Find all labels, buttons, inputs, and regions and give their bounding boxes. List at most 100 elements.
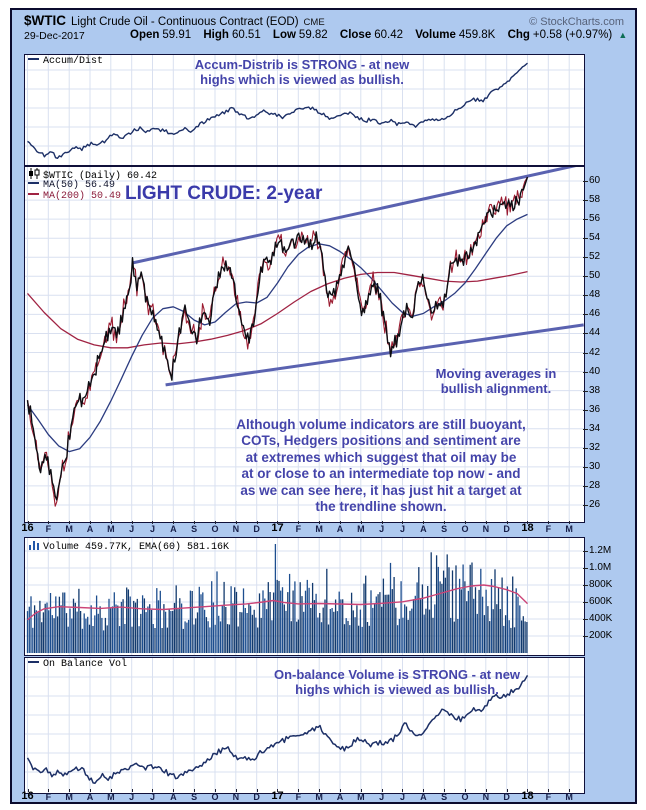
price-axis-tick [583,409,588,411]
month-label: M [315,524,323,534]
price-axis-label: 40 [589,365,601,377]
month-tick [339,789,341,792]
volume-axis-label: 400K [589,613,613,624]
month-tick [194,521,196,524]
month-tick [69,789,71,792]
exchange-label: CME [303,17,325,28]
price-axis-label: 32 [589,441,601,453]
month-tick [485,789,487,792]
month-label: S [191,524,198,534]
price-axis-label: 28 [589,479,601,491]
month-tick [256,789,258,792]
month-tick [152,521,154,524]
price-axis-label: 38 [589,384,601,396]
month-tick [423,789,425,792]
year-label: 18 [521,790,534,802]
volume-chart [25,538,584,655]
price-axis-tick [583,181,588,182]
volume-axis-tick [583,551,588,552]
volume-axis-label: 1.2M [589,545,612,556]
month-tick [27,789,29,792]
year-label: 16 [21,790,34,802]
month-tick [464,521,466,524]
month-tick [48,521,50,524]
month-label: A [420,524,427,534]
price-candles-red [26,176,528,507]
bar-chart-icon [28,539,40,554]
month-tick [506,789,508,792]
x-axis-main: 16 F M A M J J A S O N D 17 F M A M J J A S O N D 18 F M [21,521,585,537]
month-tick [548,789,550,792]
month-tick [48,789,50,792]
ma50-line-swatch [28,182,39,184]
month-tick [235,521,237,524]
month-label: M [315,792,323,802]
month-label: F [295,524,302,534]
month-label: S [441,792,448,802]
chart-title: Light Crude Oil - Continuous Contract (E… [71,16,299,28]
price-candles-black [26,176,529,501]
month-tick [485,521,487,524]
month-label: M [565,792,573,802]
month-tick [444,789,446,792]
month-label: A [336,792,344,802]
month-label: O [211,792,219,802]
month-label: O [461,792,469,802]
month-tick [402,789,404,792]
price-axis-tick [583,314,588,316]
ma50-legend-label: MA(50) 56.49 [43,180,116,191]
open-value: 59.91 [162,29,192,41]
month-label: M [107,792,115,802]
month-label: O [211,524,219,534]
price-axis-label: 46 [589,308,601,320]
price-axis-tick [583,447,588,449]
accum-line-swatch [28,58,39,60]
month-tick [110,789,112,792]
month-tick [173,789,175,792]
price-axis-label: 34 [589,422,601,434]
candlestick-style-icon [28,168,40,183]
price-panel [24,166,585,523]
open-label: Open [130,29,160,41]
chart-date: 29-Dec-2017 [24,30,85,42]
ma200-legend-label: MA(200) 50.49 [43,191,122,202]
month-tick [131,789,133,792]
price-axis-label: 52 [589,251,601,263]
month-tick [506,521,508,524]
accum-legend-label: Accum/Dist [43,56,104,67]
month-tick [277,789,279,792]
month-tick [298,789,300,792]
month-tick [423,521,425,524]
obv-legend: On Balance Vol [28,659,127,670]
month-label: J [399,524,405,534]
accum-dist-panel [24,54,585,166]
month-tick [110,521,112,524]
low-label: Low [272,29,296,41]
copyright: © StockCharts.com [529,16,624,28]
price-chart [25,167,584,522]
month-label: A [86,524,94,534]
month-tick [319,521,321,524]
month-label: D [503,792,510,802]
month-label: J [379,524,385,534]
volume-value: 459.8K [458,29,496,41]
price-axis-tick [583,295,588,297]
price-axis-tick [583,276,588,278]
chg-label: Chg [507,29,530,41]
month-label: O [461,524,469,534]
month-tick [569,789,571,792]
month-tick [339,521,341,524]
quote-row: Open 59.91 High 60.51 Low 59.82 Close 60.42 … [130,29,627,41]
price-axis-label: 56 [589,213,601,225]
month-label: J [399,792,405,802]
price-axis-tick [583,257,588,259]
obv-chart [25,658,584,793]
month-tick [298,521,300,524]
month-label: N [232,792,240,802]
price-axis-label: 44 [589,327,601,339]
month-label: S [441,524,448,534]
price-axis-label: 54 [589,232,601,244]
volume-ema-line [27,584,528,621]
accum-dist-chart [25,55,584,165]
low-value: 59.82 [298,29,328,41]
